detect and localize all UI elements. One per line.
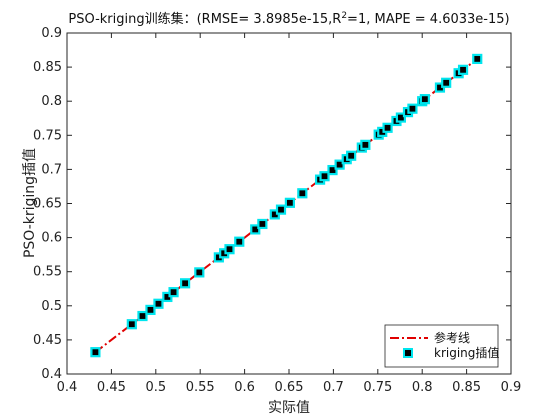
kriging-point xyxy=(90,347,101,358)
y-axis: 0.4 0.45 0.5 0.55 0.6 0.65 0.7 0.75 0.8 0.85 0.9 xyxy=(33,26,511,382)
kriging-point xyxy=(194,267,205,278)
kriging-point xyxy=(360,139,371,150)
kriging-point xyxy=(168,287,179,298)
y-tick-label: 0.9 xyxy=(41,26,62,41)
kriging-point xyxy=(145,304,156,315)
x-tick-label: 0.9 xyxy=(501,380,522,395)
kriging-point xyxy=(327,164,338,176)
x-tick-label: 0.55 xyxy=(186,380,215,395)
kriging-point xyxy=(472,53,483,65)
kriging-point xyxy=(419,94,430,105)
x-tick-label: 0.6 xyxy=(234,380,255,395)
kriging-point xyxy=(257,218,268,230)
legend-marker-swatch xyxy=(403,348,413,358)
y-tick-label: 0.4 xyxy=(41,367,62,382)
x-tick-label: 0.5 xyxy=(145,380,166,395)
kriging-point xyxy=(319,171,330,182)
kriging-point xyxy=(126,319,137,330)
x-axis: 0.4 0.45 0.5 0.55 0.6 0.65 0.7 0.75 0.8 0.85 0.9 xyxy=(57,33,522,395)
kriging-point xyxy=(407,103,418,114)
x-tick-label: 0.85 xyxy=(452,380,481,395)
legend-label-kriging: kriging插值 xyxy=(434,345,499,360)
x-tick-label: 0.7 xyxy=(323,380,344,395)
x-tick-label: 0.65 xyxy=(275,380,304,395)
y-tick-label: 0.8 xyxy=(41,94,62,109)
kriging-point xyxy=(180,278,191,289)
y-tick-label: 0.6 xyxy=(41,231,62,246)
kriging-point xyxy=(382,122,393,133)
legend-box xyxy=(384,324,499,368)
y-tick-label: 0.7 xyxy=(41,162,62,177)
series-layer xyxy=(90,53,483,358)
x-tick-label: 0.75 xyxy=(363,380,392,395)
plot-area: 0.4 0.45 0.5 0.55 0.6 0.65 0.7 0.75 0.8 0.85 0.9 0… xyxy=(33,26,521,395)
kriging-point xyxy=(284,197,295,208)
legend-label-reference-line: 参考线 xyxy=(434,330,470,345)
y-tick-label: 0.65 xyxy=(33,197,62,212)
kriging-point xyxy=(395,112,406,123)
kriging-point xyxy=(297,188,308,199)
kriging-point xyxy=(153,298,164,309)
kriging-point xyxy=(334,159,345,170)
x-tick-label: 0.45 xyxy=(97,380,126,395)
kriging-point xyxy=(275,204,287,215)
chart-title: PSO-kriging训练集：(RMSE= 3.8985e-15,R2=1, M… xyxy=(68,11,509,27)
x-axis-title: 实际值 xyxy=(268,400,310,416)
kriging-point xyxy=(234,236,245,247)
x-tick-label: 0.8 xyxy=(412,380,433,395)
y-tick-label: 0.45 xyxy=(33,333,62,348)
kriging-point xyxy=(441,77,452,88)
kriging-point xyxy=(457,64,469,75)
kriging-point xyxy=(224,244,235,255)
legend: 参考线 kriging插值 xyxy=(384,324,499,368)
kriging-point xyxy=(137,310,148,322)
y-tick-label: 0.85 xyxy=(33,60,62,75)
kriging-point xyxy=(250,224,261,235)
kriging-point xyxy=(346,150,357,161)
y-axis-title: PSO-kriging插值 xyxy=(22,148,38,258)
y-tick-label: 0.75 xyxy=(33,128,62,143)
y-tick-label: 0.5 xyxy=(41,299,62,314)
x-tick-label: 0.4 xyxy=(57,380,78,395)
y-tick-label: 0.55 xyxy=(33,265,62,280)
